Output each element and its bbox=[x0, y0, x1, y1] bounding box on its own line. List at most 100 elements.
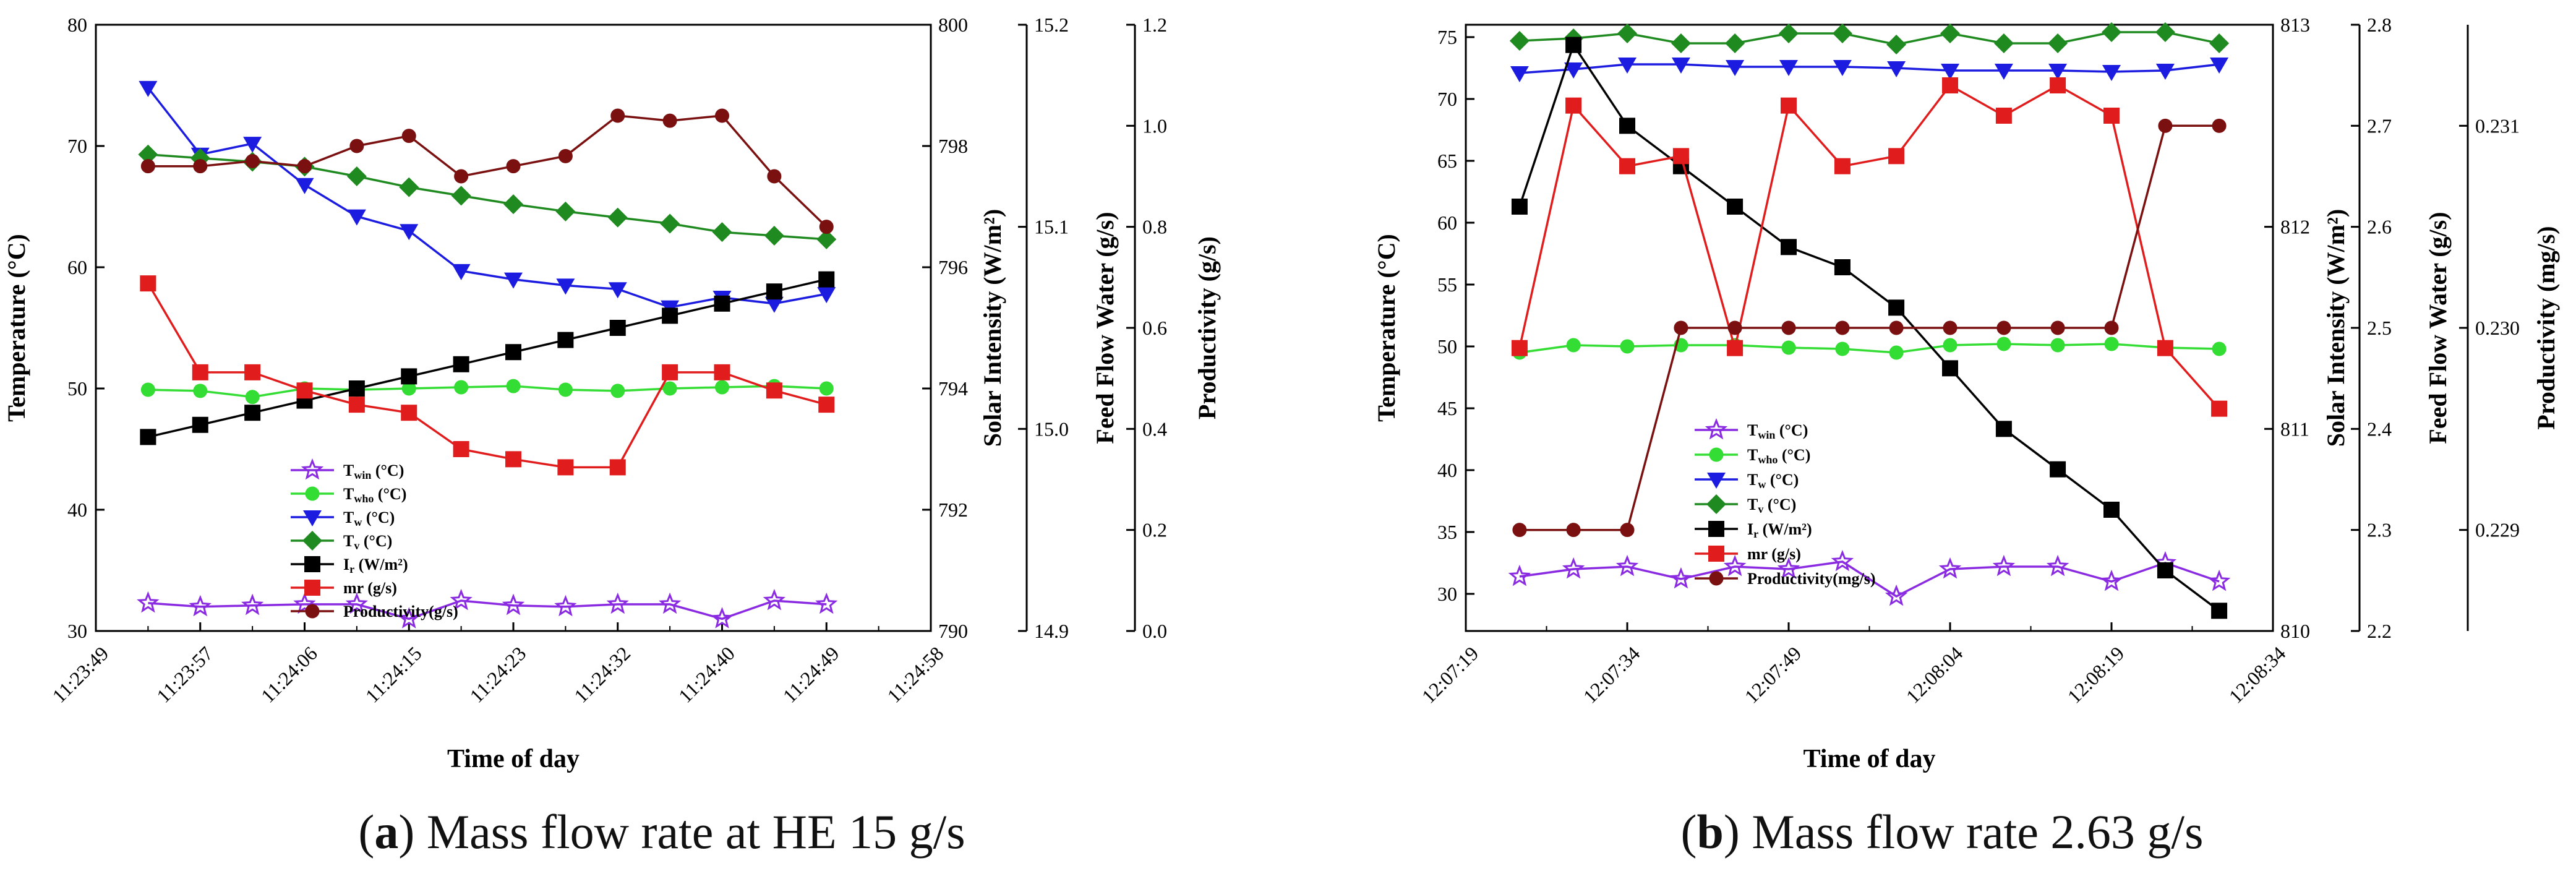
data-point bbox=[1511, 199, 1528, 215]
data-point bbox=[714, 295, 730, 312]
series-3 bbox=[1509, 22, 2230, 54]
data-point bbox=[295, 178, 314, 194]
data-point bbox=[1727, 320, 1742, 335]
data-point bbox=[1723, 554, 1747, 577]
x-tick-label: 12:07:34 bbox=[1578, 642, 1644, 708]
y-tick-label-temp: 60 bbox=[67, 256, 87, 278]
y-tick-label-feed: 2.2 bbox=[2367, 620, 2392, 642]
series-line bbox=[1519, 31, 2220, 46]
data-point bbox=[1831, 549, 1854, 572]
y-tick-label-feed: 15.0 bbox=[1034, 418, 1069, 440]
y-tick-label-prod: 0.8 bbox=[1142, 216, 1167, 238]
data-point bbox=[1566, 338, 1581, 353]
data-point bbox=[193, 384, 208, 398]
data-point bbox=[662, 364, 678, 380]
data-point bbox=[1994, 64, 2013, 80]
series-0 bbox=[1508, 549, 2231, 606]
data-point bbox=[450, 588, 473, 611]
data-point bbox=[715, 108, 729, 123]
legend-label: Twho (°C) bbox=[343, 485, 406, 505]
data-point bbox=[609, 459, 626, 476]
y-tick-label-feed: 15.2 bbox=[1034, 14, 1069, 36]
data-point bbox=[1562, 557, 1585, 579]
data-point bbox=[1674, 320, 1688, 335]
data-point bbox=[137, 591, 160, 613]
legend-marker bbox=[1707, 473, 1726, 489]
series-line bbox=[147, 87, 827, 309]
data-point bbox=[2050, 461, 2066, 478]
data-point bbox=[348, 380, 365, 397]
data-point bbox=[1620, 523, 1635, 538]
y-tick-label-solar: 812 bbox=[2280, 216, 2310, 238]
data-point bbox=[1512, 523, 1527, 538]
data-point bbox=[1618, 58, 1637, 74]
data-point bbox=[1619, 158, 1635, 174]
data-point bbox=[815, 592, 838, 614]
data-point bbox=[554, 594, 577, 617]
data-point bbox=[244, 405, 261, 421]
data-point bbox=[2211, 603, 2228, 619]
data-point bbox=[2104, 320, 2119, 335]
data-point bbox=[1509, 31, 1530, 51]
data-point bbox=[1620, 339, 1635, 354]
legend-label: Ir (W/m²) bbox=[343, 556, 408, 576]
x-axis-label: Time of day bbox=[447, 745, 580, 773]
caption-b-close: ) bbox=[1723, 805, 1740, 859]
caption-b: (b) Mass flow rate 2.63 g/s bbox=[1633, 804, 2251, 860]
data-point bbox=[2050, 320, 2065, 335]
data-point bbox=[660, 213, 680, 234]
series-0 bbox=[137, 588, 838, 629]
data-point bbox=[609, 320, 626, 336]
y-tick-label-solar: 792 bbox=[938, 499, 968, 521]
legend: Twin (°C) Twho (°C) Tw (°C) Tv (°C) Ir (W/m²… bbox=[291, 458, 458, 620]
data-point bbox=[817, 287, 836, 304]
data-point bbox=[1940, 24, 1960, 43]
series-1 bbox=[140, 379, 834, 405]
data-point bbox=[606, 592, 629, 614]
x-tick-label: 11:23:49 bbox=[48, 642, 113, 707]
y-tick-label-solar: 811 bbox=[2280, 418, 2309, 440]
x-tick-label: 12:08:04 bbox=[1901, 642, 1967, 708]
data-point bbox=[558, 382, 573, 397]
legend-marker bbox=[302, 531, 322, 551]
y-axis-label-prod: Productivity (mg/s) bbox=[2532, 226, 2560, 429]
series-6 bbox=[1512, 118, 2227, 538]
y-axis-label-temp: Temperature (°C) bbox=[1372, 234, 1400, 422]
legend-label: Tv (°C) bbox=[343, 532, 392, 552]
legend-label: Tv (°C) bbox=[1747, 496, 1796, 516]
data-point bbox=[2048, 64, 2068, 80]
data-point bbox=[453, 441, 469, 457]
data-point bbox=[293, 592, 316, 614]
y-tick-label-temp: 60 bbox=[1437, 212, 1457, 234]
series-line bbox=[1519, 63, 2220, 74]
x-tick-label: 12:08:19 bbox=[2063, 642, 2128, 708]
data-point bbox=[2158, 118, 2173, 133]
y-tick-label-temp: 65 bbox=[1437, 150, 1457, 172]
legend-marker bbox=[1708, 546, 1724, 562]
y-tick-label-prod: 1.2 bbox=[1142, 14, 1167, 36]
series-line bbox=[148, 385, 827, 398]
data-point bbox=[1886, 35, 1907, 54]
y-tick-label-temp: 70 bbox=[1437, 88, 1457, 110]
data-point bbox=[2046, 554, 2069, 577]
caption-a-text: Mass flow rate at HE 15 g/s bbox=[426, 805, 965, 859]
data-point bbox=[2104, 337, 2119, 351]
y-tick-label-solar: 810 bbox=[2280, 620, 2310, 642]
data-point bbox=[1671, 33, 1691, 53]
y-tick-label-prod: 0.231 bbox=[2475, 114, 2520, 137]
legend-marker bbox=[1705, 418, 1728, 440]
caption-b-text: Mass flow rate 2.63 g/s bbox=[1752, 805, 2204, 859]
data-point bbox=[401, 129, 416, 144]
data-point bbox=[1781, 340, 1796, 355]
data-point bbox=[345, 592, 368, 614]
data-point bbox=[1941, 64, 1959, 80]
data-point bbox=[1888, 148, 1905, 165]
series-line bbox=[148, 114, 828, 228]
y-tick-label-prod: 0.6 bbox=[1142, 317, 1167, 339]
data-point bbox=[506, 159, 521, 174]
legend-label: Tw (°C) bbox=[343, 508, 395, 529]
y-tick-label-temp: 30 bbox=[67, 620, 87, 642]
data-point bbox=[296, 382, 313, 399]
legend-marker bbox=[1706, 494, 1726, 514]
x-tick-label: 11:24:06 bbox=[257, 642, 322, 707]
